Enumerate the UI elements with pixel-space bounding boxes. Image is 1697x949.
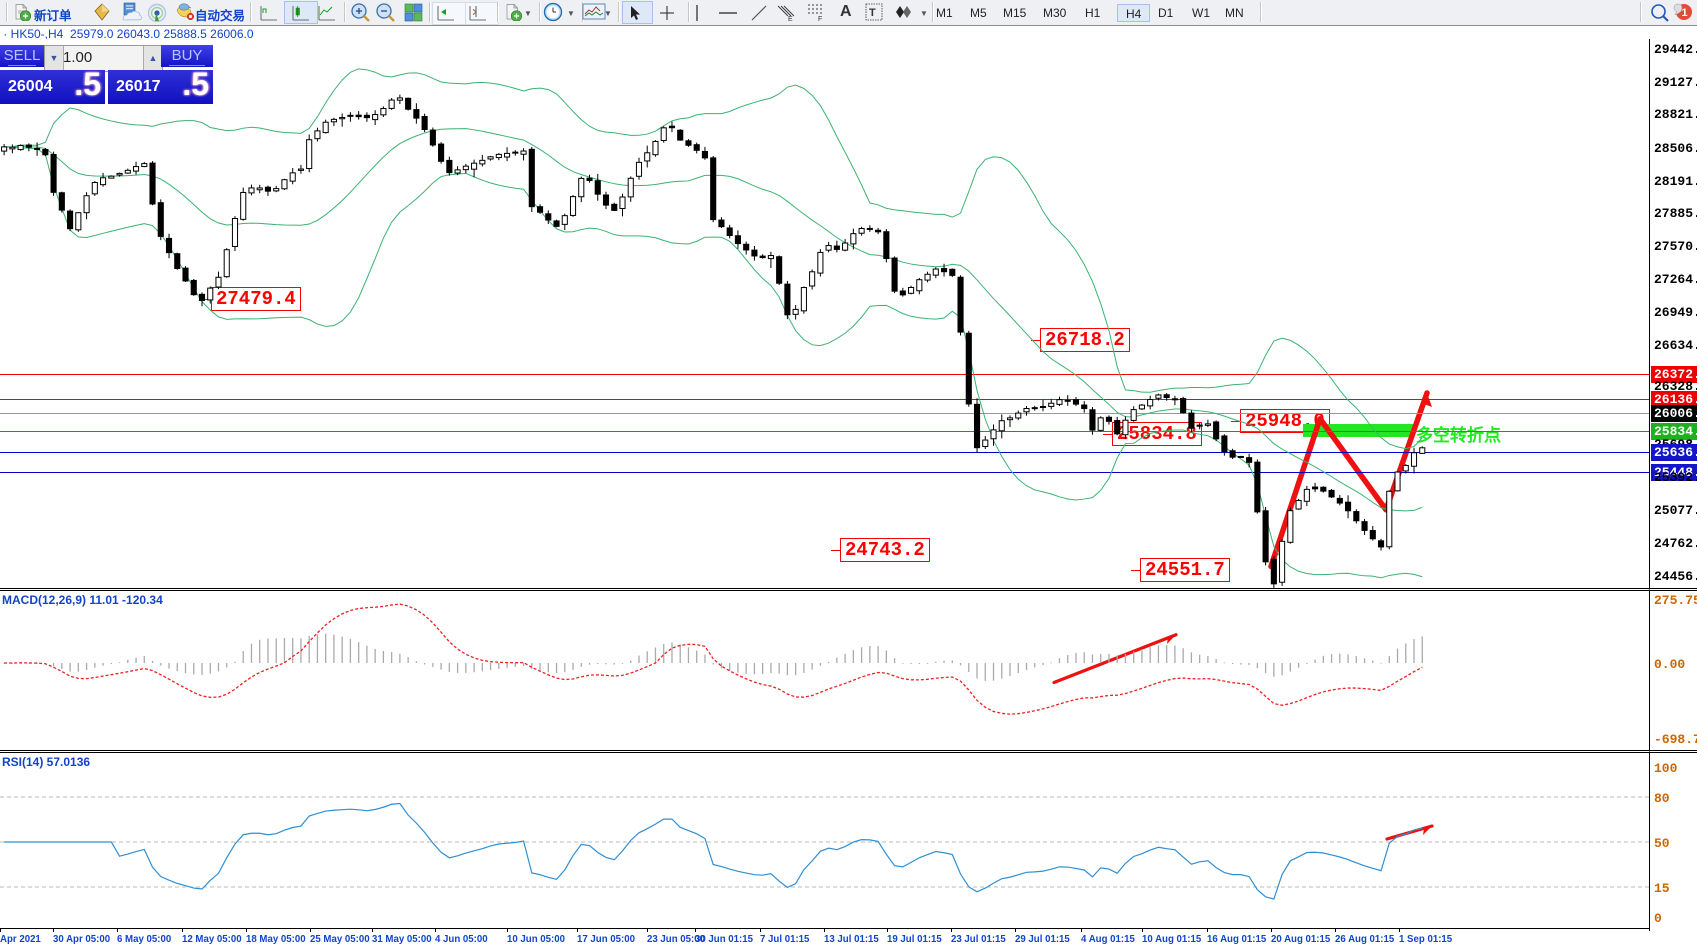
svg-text:1: 1 (1682, 7, 1688, 19)
svg-text:F: F (818, 16, 822, 22)
svg-text:T: T (869, 7, 876, 19)
svg-text:E: E (788, 16, 793, 22)
